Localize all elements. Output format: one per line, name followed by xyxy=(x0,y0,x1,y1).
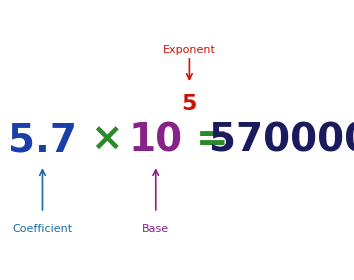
Text: Base: Base xyxy=(142,224,169,234)
Text: 570000: 570000 xyxy=(209,121,354,159)
Text: 10: 10 xyxy=(129,121,183,159)
Text: 5: 5 xyxy=(182,94,197,114)
Text: Coefficient: Coefficient xyxy=(12,224,73,234)
Text: 5.7: 5.7 xyxy=(8,121,77,159)
Text: =: = xyxy=(196,121,229,159)
Text: ×: × xyxy=(90,121,122,159)
Text: Exponent: Exponent xyxy=(163,45,216,55)
